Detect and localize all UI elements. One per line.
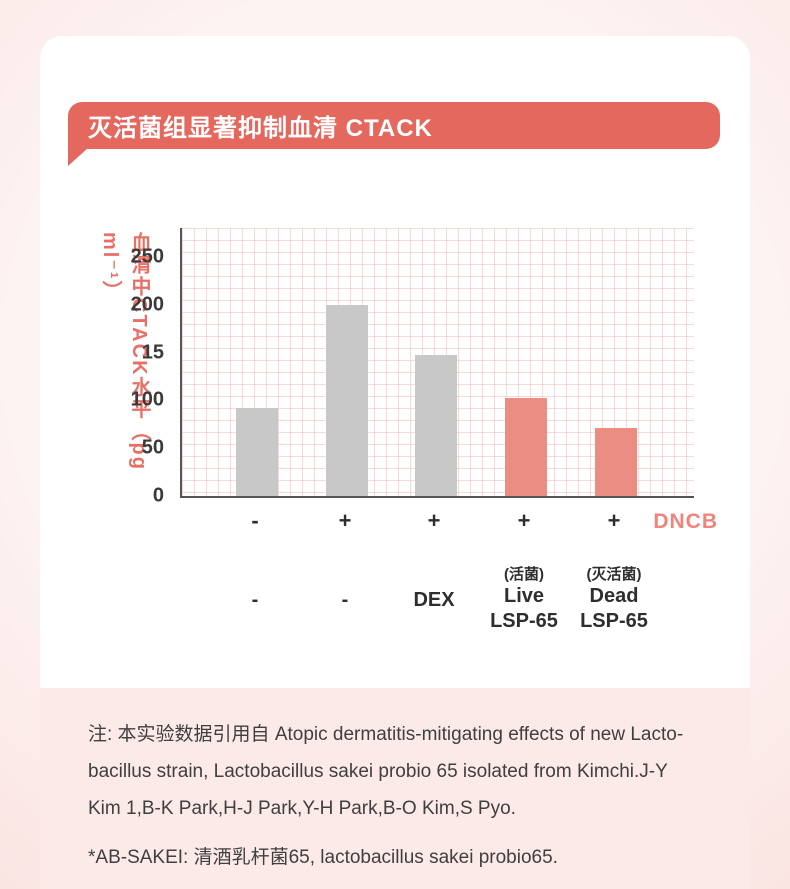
y-tick-label: 200 — [130, 293, 164, 316]
y-axis-ticks: 250 200 15 100 50 0 — [110, 228, 172, 507]
bar-3 — [415, 355, 457, 496]
y-axis-title: 血清中CTACK水平（pg ml⁻¹） — [99, 232, 150, 471]
category-label-3: DEX — [372, 556, 496, 644]
content-card: 灭活菌组显著抑制血清 CTACK 血清中CTACK水平（pg ml⁻¹） 250… — [40, 36, 750, 889]
bar-2 — [326, 305, 368, 496]
category-label-1: - — [193, 556, 317, 644]
dncb-sign-4: + — [517, 508, 531, 533]
page-title: 灭活菌组显著抑制血清 CTACK — [88, 115, 433, 142]
category-label-line: DEX — [413, 588, 455, 611]
dncb-sign-2: + — [338, 508, 352, 533]
category-label-line: (灭活菌) — [586, 565, 642, 583]
bar-5 — [595, 428, 637, 496]
category-row: - - DEX (活菌) Live LSP-65 (灭活菌) Dead LSP-65 — [180, 556, 692, 644]
dncb-sign-1: - — [251, 508, 259, 533]
category-label-line: LSP-65 — [580, 610, 648, 633]
y-tick-label: 50 — [141, 436, 164, 459]
category-label-line: Live — [503, 585, 545, 608]
title-banner: 灭活菌组显著抑制血清 CTACK — [68, 102, 720, 149]
y-tick-label: 0 — [152, 484, 164, 507]
category-label-4: (活菌) Live LSP-65 — [462, 556, 586, 644]
notes-section: 注: 本实验数据引用自 Atopic dermatitis-mitigating… — [40, 688, 750, 889]
note-paragraph-1: 注: 本实验数据引用自 Atopic dermatitis-mitigating… — [88, 724, 684, 820]
category-label-line: (活菌) — [504, 565, 544, 583]
dncb-label: DNCB — [653, 510, 718, 533]
plot-area — [180, 228, 694, 498]
banner-tail-decoration — [68, 148, 88, 166]
y-tick-label: 250 — [130, 245, 164, 268]
category-label-2: - — [283, 556, 407, 644]
dncb-sign-5: + — [607, 508, 621, 533]
bar-4 — [505, 398, 547, 496]
category-label-line: - — [341, 588, 349, 611]
category-label-line: LSP-65 — [490, 610, 558, 633]
note-paragraph-2: *AB-SAKEI: 清酒乳杆菌65, lactobacillus sakei … — [88, 847, 558, 869]
category-label-5: (灭活菌) Dead LSP-65 — [552, 556, 676, 644]
bar-1 — [236, 408, 278, 496]
y-tick-label: 100 — [130, 388, 164, 411]
dncb-sign-row: DNCB - + + + + — [180, 508, 717, 538]
y-tick-label: 15 — [141, 341, 164, 364]
category-label-line: Dead — [589, 585, 639, 608]
dncb-sign-3: + — [427, 508, 441, 533]
category-label-line: - — [251, 588, 259, 611]
